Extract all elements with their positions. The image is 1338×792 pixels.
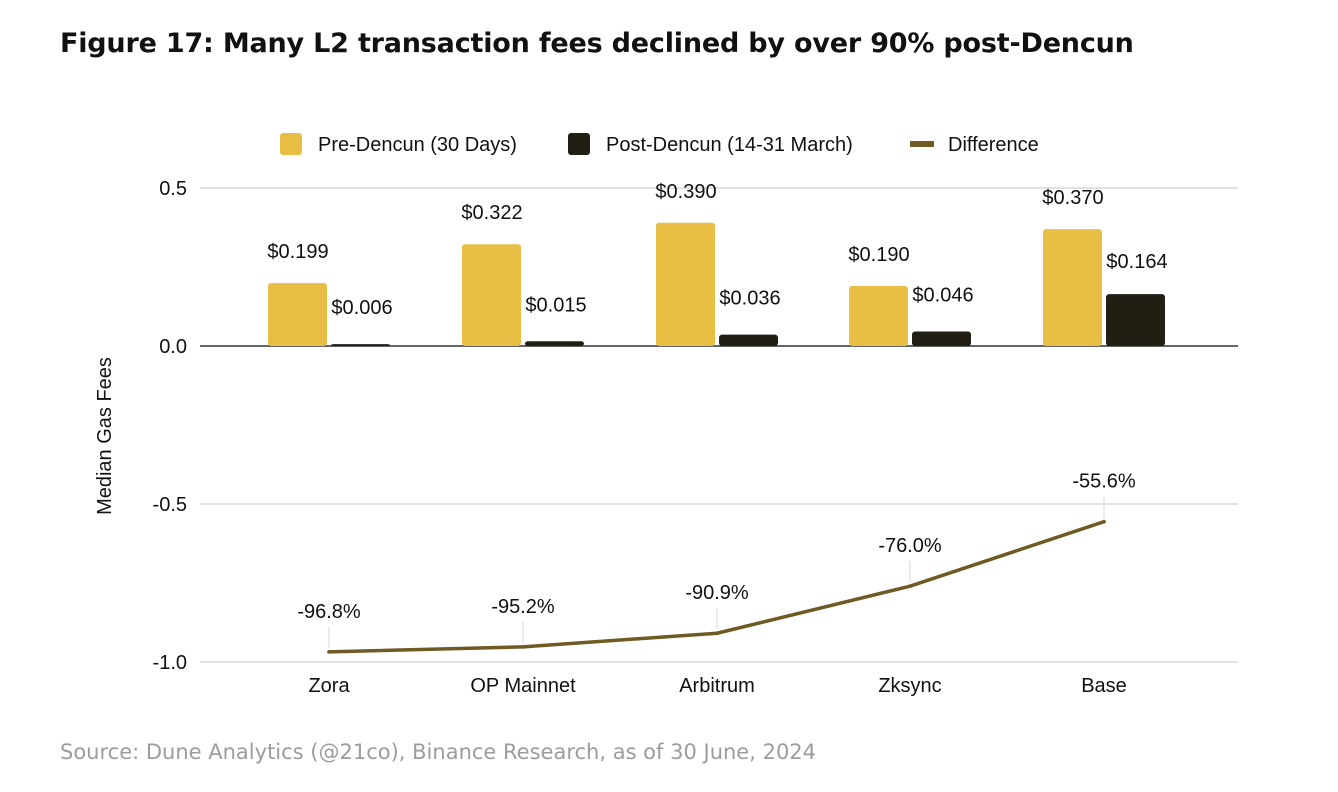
data-label-pre: $0.390 — [655, 181, 716, 203]
data-label-pre: $0.199 — [267, 241, 328, 263]
data-label-difference: -76.0% — [878, 535, 942, 557]
data-label-difference: -96.8% — [297, 601, 361, 623]
y-tick-label: -1.0 — [153, 652, 187, 674]
difference-point — [908, 584, 912, 588]
legend-swatch-post — [568, 133, 590, 155]
bar-pre-zksync — [849, 285, 908, 346]
difference-point — [715, 631, 719, 636]
x-tick-label: Zora — [308, 675, 350, 697]
data-label-difference: -95.2% — [491, 596, 555, 618]
data-label-post: $0.015 — [525, 294, 586, 316]
bar-post-op-mainnet — [525, 341, 584, 346]
bar-pre-arbitrum — [656, 222, 715, 346]
legend-label: Post-Dencun (14-31 March) — [606, 134, 853, 156]
chart-title: Figure 17: Many L2 transaction fees decl… — [60, 28, 1134, 59]
x-tick-label: Base — [1081, 675, 1127, 697]
x-tick-label: OP Mainnet — [470, 675, 576, 697]
data-label-post: $0.046 — [912, 284, 973, 306]
data-label-pre: $0.190 — [848, 244, 909, 266]
legend-swatch-pre — [280, 133, 302, 155]
bar-post-zora — [331, 344, 390, 347]
y-tick-label: 0.5 — [159, 178, 187, 200]
difference-point — [327, 650, 331, 654]
data-label-post: $0.164 — [1106, 251, 1167, 273]
bar-pre-base — [1043, 229, 1102, 346]
data-label-difference: -55.6% — [1072, 471, 1136, 493]
difference-point — [521, 645, 525, 649]
bar-post-base — [1106, 294, 1165, 346]
data-label-pre: $0.370 — [1042, 187, 1103, 209]
data-label-post: $0.036 — [719, 288, 780, 310]
y-axis-label: Median Gas Fees — [94, 357, 116, 515]
x-tick-label: Zksync — [878, 675, 941, 697]
data-label-pre: $0.322 — [461, 202, 522, 224]
data-label-post: $0.006 — [331, 297, 392, 319]
bar-post-arbitrum — [719, 334, 778, 346]
bar-pre-zora — [268, 283, 327, 346]
bar-post-zksync — [912, 331, 971, 346]
y-tick-label: -0.5 — [153, 494, 187, 516]
data-label-difference: -90.9% — [685, 582, 749, 604]
difference-point — [1102, 519, 1106, 524]
y-tick-label: 0.0 — [159, 336, 187, 358]
x-tick-label: Arbitrum — [679, 675, 755, 697]
legend-swatch-difference — [910, 141, 934, 147]
source-note: Source: Dune Analytics (@21co), Binance … — [60, 740, 817, 764]
bar-pre-op-mainnet — [462, 244, 521, 346]
legend-label: Pre-Dencun (30 Days) — [318, 134, 517, 156]
legend-label: Difference — [948, 134, 1039, 156]
